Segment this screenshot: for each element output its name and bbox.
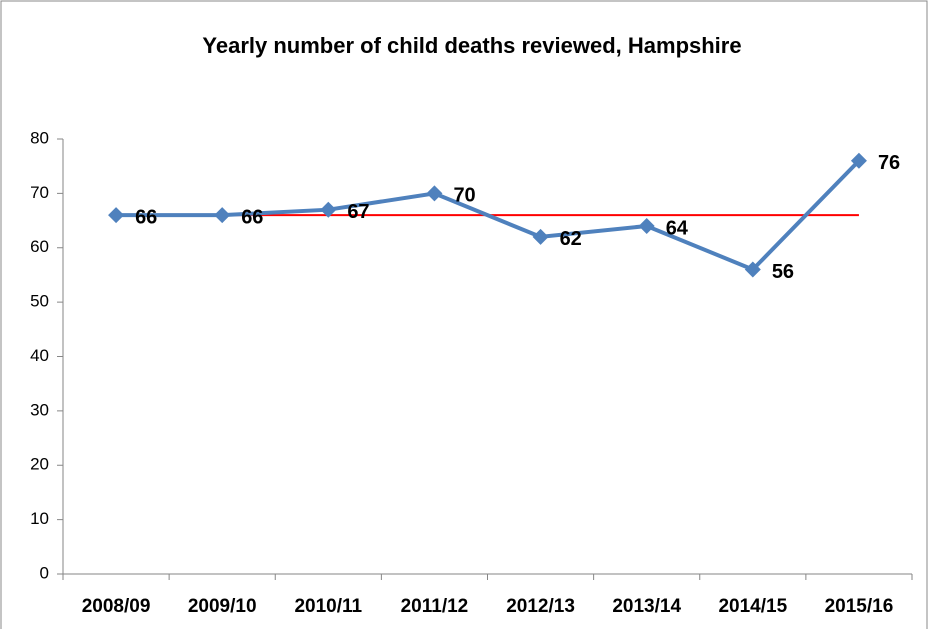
x-tick-label: 2015/16 — [825, 596, 894, 617]
y-tick-label: 10 — [30, 509, 49, 528]
data-label: 70 — [453, 185, 475, 207]
data-label: 62 — [560, 228, 582, 250]
point-marker — [850, 152, 867, 169]
y-tick-label: 60 — [30, 237, 49, 256]
x-tick-label: 2012/13 — [506, 596, 575, 617]
data-label: 66 — [241, 206, 263, 228]
data-label: 66 — [135, 206, 157, 228]
series-line — [116, 159, 861, 272]
y-tick-label: 80 — [30, 128, 49, 147]
x-tick-label: 2010/11 — [294, 596, 362, 617]
data-label: 56 — [772, 261, 794, 283]
x-tick-label: 2008/09 — [82, 596, 151, 617]
y-tick-label: 50 — [30, 292, 49, 311]
point-marker — [638, 218, 655, 234]
point-marker — [426, 185, 443, 202]
point-marker — [532, 228, 549, 245]
x-tick-label: 2009/10 — [188, 596, 257, 617]
chart-title: Yearly number of child deaths reviewed, … — [202, 33, 741, 58]
data-label: 76 — [878, 152, 900, 174]
y-tick-label: 0 — [40, 563, 49, 582]
y-tick-label: 20 — [30, 455, 49, 474]
point-marker — [744, 261, 761, 278]
data-label: 67 — [347, 201, 369, 223]
point-marker — [214, 207, 231, 224]
y-tick-label: 70 — [30, 183, 49, 202]
point-marker — [320, 201, 337, 218]
y-tick-label: 30 — [30, 400, 49, 419]
data-label: 64 — [666, 217, 689, 239]
y-tick-label: 40 — [30, 346, 49, 365]
x-tick-label: 2013/14 — [612, 596, 681, 617]
x-tick-label: 2014/15 — [718, 596, 787, 617]
x-tick-label: 2011/12 — [401, 596, 469, 617]
point-marker — [108, 207, 125, 224]
